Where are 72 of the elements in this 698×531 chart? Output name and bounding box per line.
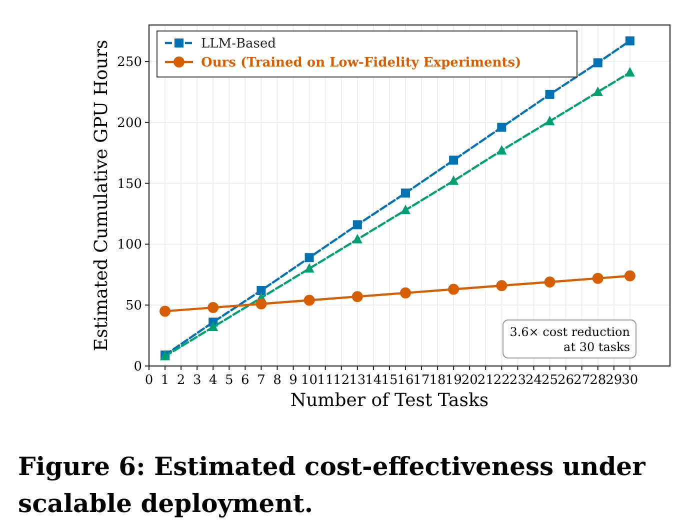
x-tick-label: 25 (541, 373, 558, 388)
point (592, 86, 603, 96)
point (448, 284, 460, 295)
x-tick-label: 12 (333, 373, 350, 388)
point (208, 302, 219, 314)
y-axis-title: Estimated Cumulative GPU Hours (91, 40, 112, 352)
point (352, 291, 363, 302)
point (592, 272, 604, 284)
point (208, 322, 218, 332)
x-tick-label: 2 (176, 373, 186, 388)
point (449, 156, 458, 165)
point (624, 270, 636, 282)
point (400, 287, 411, 298)
x-tick-label: 26 (558, 373, 574, 388)
legend-label: Ours (Trained on Low-Fidelity Experiments) (201, 56, 522, 70)
x-tick-label: 22 (493, 373, 510, 388)
point (160, 306, 171, 317)
x-tick-label: 23 (509, 373, 526, 388)
x-tick-label: 24 (525, 373, 542, 388)
x-axis-title: Number of Test Tasks (290, 390, 489, 411)
x-tick-label: 19 (445, 373, 462, 388)
point (497, 122, 506, 132)
x-tick-label: 7 (257, 373, 266, 388)
y-tick-label: 250 (117, 55, 142, 70)
point (496, 280, 508, 292)
point (624, 66, 635, 76)
point (400, 204, 410, 214)
x-tick-label: 0 (144, 373, 154, 388)
point (544, 276, 556, 288)
x-tick-label: 4 (208, 373, 218, 388)
y-tick-label: 200 (117, 116, 142, 131)
x-tick-label: 16 (397, 373, 414, 388)
point (304, 294, 315, 306)
y-tick-label: 50 (125, 298, 142, 314)
point (256, 298, 267, 310)
x-tick-label: 17 (413, 373, 430, 388)
annotation: 3.6× cost reduction at 30 tasks (510, 325, 630, 354)
x-tick-label: 18 (429, 373, 446, 388)
y-tick-label: 150 (117, 176, 142, 192)
point (400, 188, 410, 198)
x-tick-label: 13 (349, 373, 366, 388)
legend-label: LLM-Based (201, 36, 276, 52)
x-tick-label: 29 (606, 373, 622, 388)
x-tick-label: 5 (225, 373, 234, 388)
x-tick-label: 8 (273, 373, 282, 388)
text: Figure 6: Estimated cost-effectiveness under scalable deployment. (18, 452, 646, 518)
x-tick-label: 1 (160, 373, 170, 388)
x-tick-label: 15 (381, 373, 398, 388)
point (544, 116, 555, 126)
x-tick-label: 20 (461, 373, 478, 388)
x-tick-label: 28 (590, 373, 606, 388)
x-tick-label: 9 (289, 373, 298, 388)
x-tick-label: 27 (574, 373, 590, 388)
point (448, 175, 459, 185)
point (593, 58, 602, 68)
x-tick-label: 30 (622, 373, 638, 388)
point (304, 253, 314, 262)
x-tick-label: 10 (301, 373, 318, 388)
point (256, 286, 266, 295)
point (304, 263, 314, 273)
point (625, 36, 634, 46)
x-tick-label: 6 (241, 373, 250, 388)
x-tick-label: 21 (477, 373, 494, 388)
point (352, 220, 362, 230)
x-tick-label: 11 (317, 373, 334, 388)
y-tick-label: 100 (117, 238, 142, 253)
y-tick-label: 0 (134, 360, 142, 374)
point (545, 90, 554, 99)
point (352, 234, 362, 244)
point (496, 144, 507, 154)
x-tick-label: 14 (365, 373, 382, 388)
x-tick-label: 3 (192, 373, 202, 388)
